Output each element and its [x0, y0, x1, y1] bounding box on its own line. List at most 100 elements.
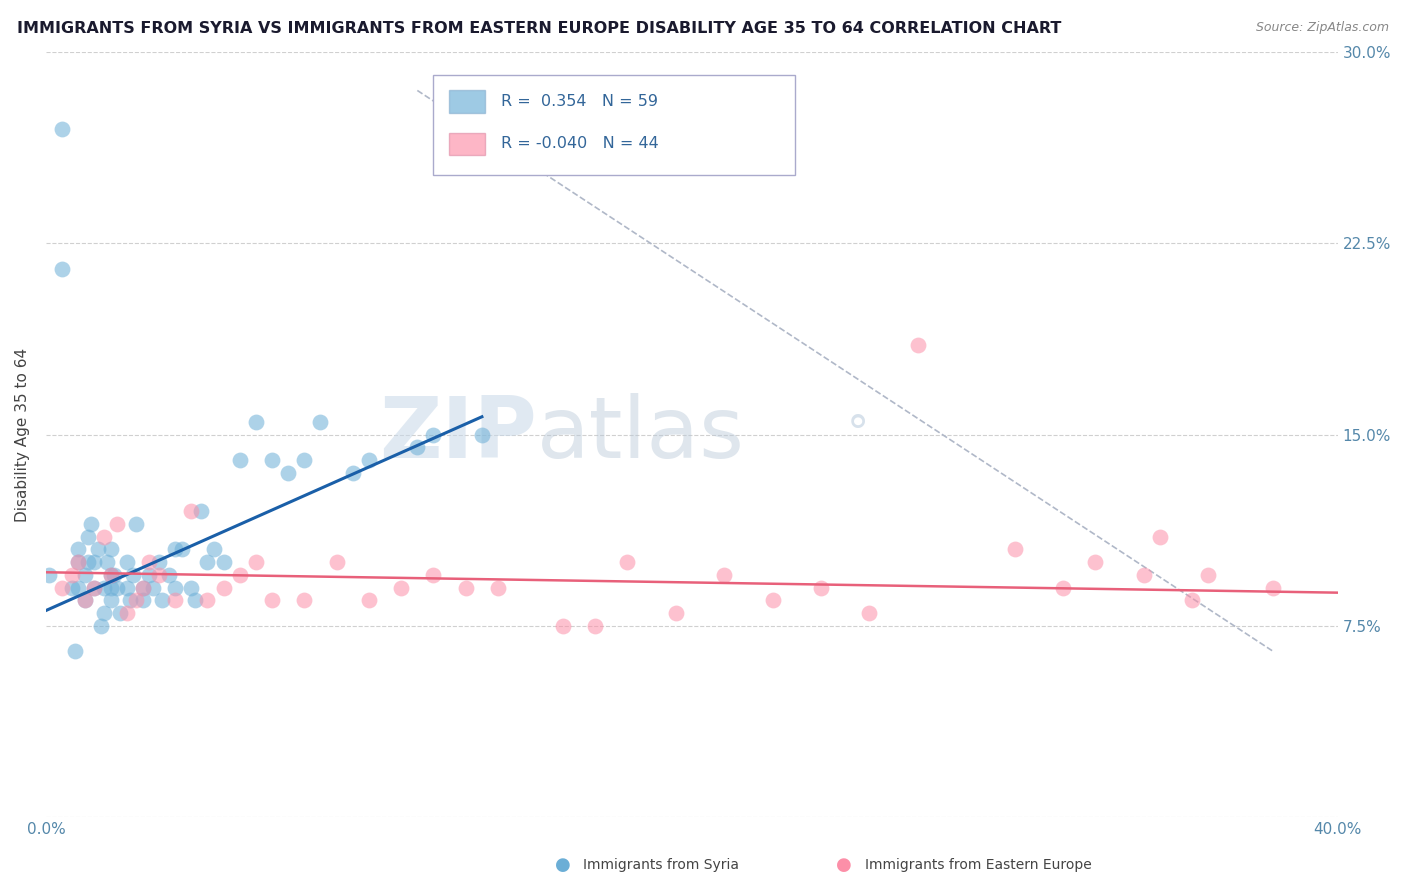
Point	[103, 567, 125, 582]
Point	[713, 567, 735, 582]
Text: R =  0.354   N = 59: R = 0.354 N = 59	[501, 94, 658, 109]
Point	[73, 593, 96, 607]
Point	[148, 567, 170, 582]
FancyBboxPatch shape	[433, 75, 796, 175]
Point	[60, 567, 83, 582]
Point	[100, 542, 122, 557]
Point	[202, 542, 225, 557]
Text: Source: ZipAtlas.com: Source: ZipAtlas.com	[1256, 21, 1389, 34]
Point	[93, 581, 115, 595]
Point	[325, 555, 347, 569]
Text: R = -0.040   N = 44: R = -0.040 N = 44	[501, 136, 658, 152]
Point	[67, 581, 90, 595]
Point	[67, 555, 90, 569]
Point	[63, 644, 86, 658]
Point	[125, 593, 148, 607]
Point	[83, 555, 105, 569]
Point	[170, 542, 193, 557]
Point	[665, 606, 688, 620]
Point	[141, 581, 163, 595]
Point	[583, 619, 606, 633]
Point	[907, 338, 929, 352]
Bar	[449, 133, 485, 155]
Point	[761, 593, 783, 607]
Point	[132, 593, 155, 607]
Point	[67, 542, 90, 557]
Point	[138, 555, 160, 569]
Point	[228, 453, 250, 467]
Text: IMMIGRANTS FROM SYRIA VS IMMIGRANTS FROM EASTERN EUROPE DISABILITY AGE 35 TO 64 : IMMIGRANTS FROM SYRIA VS IMMIGRANTS FROM…	[17, 21, 1062, 36]
Point	[105, 581, 128, 595]
Point	[197, 593, 219, 607]
Point	[83, 581, 105, 595]
Bar	[449, 90, 485, 113]
Point	[212, 555, 235, 569]
Point	[165, 542, 187, 557]
Point	[77, 555, 100, 569]
Point	[125, 516, 148, 531]
Point	[115, 606, 138, 620]
Point	[100, 581, 122, 595]
Point	[86, 542, 108, 557]
Point	[616, 555, 638, 569]
Point	[93, 606, 115, 620]
Point	[810, 581, 832, 595]
Text: ZIP: ZIP	[380, 393, 537, 476]
Point	[38, 567, 60, 582]
Point	[180, 504, 202, 518]
Point	[148, 555, 170, 569]
Point	[51, 581, 73, 595]
Point	[357, 453, 380, 467]
Point	[122, 567, 145, 582]
Point	[83, 581, 105, 595]
Point	[180, 581, 202, 595]
Point	[1052, 581, 1074, 595]
Point	[197, 555, 219, 569]
Point	[277, 466, 299, 480]
Text: Immigrants from Syria: Immigrants from Syria	[583, 858, 740, 872]
Point	[471, 427, 494, 442]
Point	[132, 581, 155, 595]
Point	[422, 427, 444, 442]
Text: ●: ●	[554, 856, 571, 874]
Point	[486, 581, 509, 595]
Point	[1198, 567, 1220, 582]
Point	[292, 453, 315, 467]
Point	[1133, 567, 1156, 582]
Point	[260, 453, 283, 467]
Y-axis label: Disability Age 35 to 64: Disability Age 35 to 64	[15, 348, 30, 522]
Point	[245, 415, 267, 429]
Point	[406, 441, 429, 455]
Point	[100, 567, 122, 582]
Point	[51, 261, 73, 276]
Point	[93, 530, 115, 544]
Point	[309, 415, 332, 429]
Point	[60, 581, 83, 595]
Point	[357, 593, 380, 607]
Text: Immigrants from Eastern Europe: Immigrants from Eastern Europe	[865, 858, 1091, 872]
Point	[1181, 593, 1204, 607]
Point	[1149, 530, 1171, 544]
Point	[292, 593, 315, 607]
Point	[858, 606, 880, 620]
Point	[51, 121, 73, 136]
Point	[90, 619, 112, 633]
Text: atlas: atlas	[537, 393, 745, 476]
Point	[183, 593, 205, 607]
Point	[228, 567, 250, 582]
Point	[73, 593, 96, 607]
Point	[100, 593, 122, 607]
Point	[1261, 581, 1284, 595]
Point	[422, 567, 444, 582]
Point	[1004, 542, 1026, 557]
Text: °: °	[846, 413, 869, 456]
Point	[96, 555, 118, 569]
Text: ●: ●	[835, 856, 852, 874]
Point	[245, 555, 267, 569]
Point	[165, 593, 187, 607]
Point	[105, 516, 128, 531]
Point	[1084, 555, 1107, 569]
Point	[115, 555, 138, 569]
Point	[138, 567, 160, 582]
Point	[157, 567, 180, 582]
